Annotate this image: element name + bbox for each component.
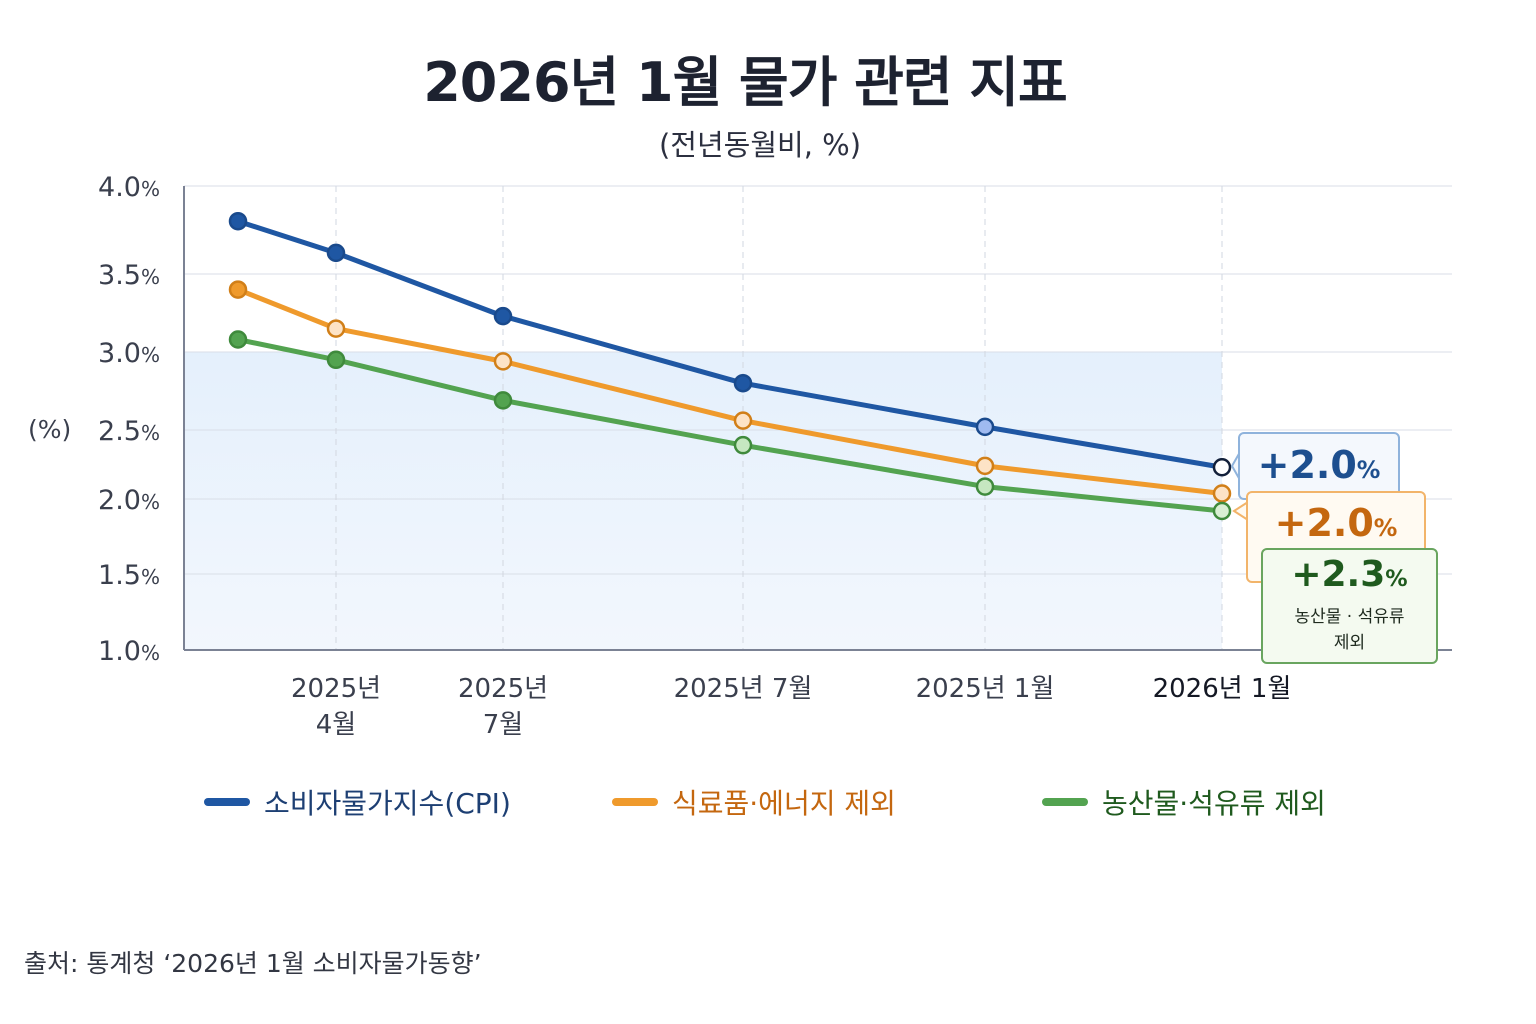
shaded-area bbox=[184, 352, 1222, 650]
series-line-0 bbox=[235, 218, 1225, 470]
legend-swatch-agri bbox=[1042, 798, 1088, 806]
x-tick-label: 2025년 7월 bbox=[674, 674, 813, 704]
legend-item-cpi[interactable]: 소비자물가지수(CPI) bbox=[204, 782, 511, 822]
data-point bbox=[975, 477, 995, 496]
data-point bbox=[975, 456, 995, 476]
legend: 소비자물가지수(CPI) 식료품·에너지 제외 농산물·석유류 제외 bbox=[0, 782, 1536, 822]
callout-agri-unit: % bbox=[1385, 566, 1408, 592]
data-point bbox=[733, 411, 753, 430]
data-point bbox=[493, 391, 513, 410]
x-tick-label: 4월 bbox=[316, 710, 356, 740]
callout-core-unit: % bbox=[1373, 514, 1398, 542]
x-tick-label: 2025년 bbox=[458, 674, 548, 704]
y-tick-label: 2.0% bbox=[98, 485, 160, 516]
callout-cpi: +2.0% bbox=[1238, 432, 1400, 500]
data-point bbox=[228, 211, 248, 231]
legend-label-agri: 농산물·석유류 제외 bbox=[1102, 787, 1326, 820]
data-point bbox=[1212, 501, 1232, 521]
data-point bbox=[493, 306, 513, 326]
data-point bbox=[975, 417, 995, 437]
y-tick-label: 3.0% bbox=[98, 338, 160, 369]
x-tick-label: 2026년 1월 bbox=[1153, 674, 1292, 704]
data-point bbox=[228, 280, 248, 299]
x-tick-label: 2025년 1월 bbox=[916, 674, 1055, 704]
data-point bbox=[493, 352, 513, 371]
callout-agri-note: 농산물 · 석유류 제외 bbox=[1294, 607, 1405, 653]
data-point bbox=[1212, 458, 1232, 477]
y-tick-label: 4.0% bbox=[98, 172, 160, 203]
data-point bbox=[326, 350, 346, 370]
x-tick-label: 7월 bbox=[483, 710, 523, 740]
y-tick-label: 3.5% bbox=[98, 260, 160, 291]
callout-agri: +2.3% 농산물 · 석유류 제외 bbox=[1261, 548, 1438, 664]
chart-subtitle: (전년동월비, %) bbox=[658, 128, 862, 162]
y-tick-label: 1.5% bbox=[98, 560, 160, 591]
data-point bbox=[228, 330, 248, 349]
callout-core-value: +2.0 bbox=[1274, 501, 1374, 545]
data-point bbox=[733, 373, 753, 393]
legend-swatch-core bbox=[612, 798, 658, 806]
legend-label-cpi: 소비자물가지수(CPI) bbox=[264, 787, 511, 820]
y-tick-label: 2.5% bbox=[98, 416, 160, 447]
series-line-2 bbox=[235, 337, 1225, 514]
callout-cpi-value: +2.0 bbox=[1257, 443, 1357, 487]
legend-item-core[interactable]: 식료품·에너지 제외 bbox=[612, 782, 896, 822]
chart-title: 2026년 1월 물가 관련 지표 bbox=[423, 51, 1068, 114]
series-line-1 bbox=[235, 287, 1225, 496]
callout-agri-value: +2.3 bbox=[1291, 554, 1386, 595]
source-note: 출처: 통계청 ‘2026년 1월 소비자물가동향’ bbox=[24, 949, 482, 978]
data-point bbox=[733, 435, 753, 455]
x-tick-label: 2025년 bbox=[291, 674, 381, 704]
data-point bbox=[326, 319, 346, 338]
legend-label-core: 식료품·에너지 제외 bbox=[672, 787, 896, 820]
data-point bbox=[1212, 484, 1232, 503]
legend-item-agri[interactable]: 농산물·석유류 제외 bbox=[1042, 782, 1326, 822]
data-point bbox=[326, 243, 346, 263]
legend-swatch-cpi bbox=[204, 798, 250, 806]
y-tick-label: 1.0% bbox=[98, 636, 160, 667]
callout-cpi-unit: % bbox=[1356, 456, 1381, 484]
y-axis-label: (%) bbox=[28, 415, 71, 444]
